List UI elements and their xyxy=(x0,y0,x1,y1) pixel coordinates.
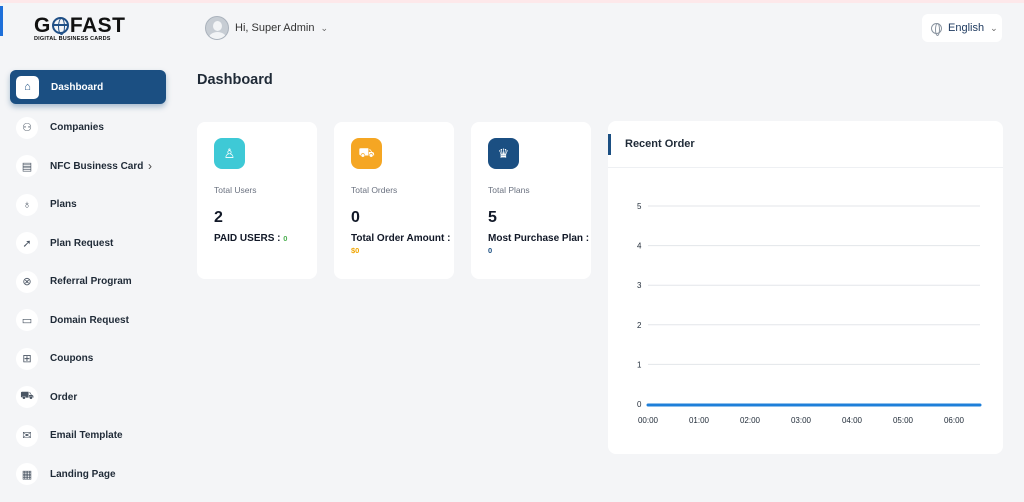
language-label: English xyxy=(948,22,985,34)
gift-icon: ⊞ xyxy=(16,347,38,370)
left-accent-bar xyxy=(0,6,3,36)
stat-sub-value: 0 xyxy=(488,246,493,255)
sidebar-item-email-template[interactable]: ✉ Email Template xyxy=(10,417,166,456)
total-orders-card: ⛟ Total Orders 0 Total Order Amount : $0 xyxy=(334,122,454,279)
sidebar-item-label: Domain Request xyxy=(50,314,129,326)
browser-icon: ▭ xyxy=(16,309,38,332)
chevron-down-icon: ⌄ xyxy=(320,22,329,33)
user-icon: ♙ xyxy=(214,138,245,169)
y-tick-label: 0 xyxy=(637,400,642,409)
chart-title: Recent Order xyxy=(625,138,695,150)
x-tick-label: 01:00 xyxy=(689,416,710,425)
sidebar-item-label: Referral Program xyxy=(50,276,132,288)
stat-label: Total Orders xyxy=(351,185,398,195)
users-icon: ⚇ xyxy=(16,116,38,139)
sidebar-item-label: Plans xyxy=(50,199,77,211)
logo-main: G FAST xyxy=(34,14,126,37)
stat-sub-value: $0 xyxy=(351,246,360,255)
data-point xyxy=(978,403,982,407)
avatar xyxy=(205,16,229,40)
sidebar-item-label: NFC Business Card xyxy=(50,160,144,172)
sidebar-item-label: Email Template xyxy=(50,430,123,442)
stat-sub-label: PAID USERS : xyxy=(214,233,281,244)
sidebar-item-coupons[interactable]: ⊞ Coupons xyxy=(10,340,166,379)
sidebar: ⌂ Dashboard ⚇ Companies ▤ NFC Business Card › ♁… xyxy=(10,70,166,494)
sidebar-item-plan-request[interactable]: ➚ Plan Request xyxy=(10,224,166,263)
x-tick-label: 02:00 xyxy=(740,416,761,425)
data-point xyxy=(901,403,905,407)
send-icon: ➚ xyxy=(16,232,38,255)
chevron-right-icon[interactable]: › xyxy=(148,159,152,174)
total-plans-card: ♛ Total Plans 5 Most Purchase Plan : 0 xyxy=(471,122,591,279)
recent-order-card: Recent Order 0 1 2 3 4 5 00:00 01:00 02:00 03:00 0… xyxy=(608,121,1003,454)
mail-icon: ✉ xyxy=(16,424,38,447)
nfc-icon: ▤ xyxy=(16,155,38,178)
sidebar-item-plans[interactable]: ♁ Plans xyxy=(10,186,166,225)
x-tick-label: 04:00 xyxy=(842,416,863,425)
page-title: Dashboard xyxy=(197,72,273,88)
top-accent-bar xyxy=(0,0,1024,3)
stat-sub-label: Most Purchase Plan : xyxy=(488,233,590,244)
sidebar-item-domain-request[interactable]: ▭ Domain Request xyxy=(10,301,166,340)
data-point xyxy=(850,403,854,407)
stat-label: Total Plans xyxy=(488,185,530,195)
y-tick-label: 2 xyxy=(637,321,642,330)
badge-icon: ♁ xyxy=(16,193,38,216)
globe-icon xyxy=(51,17,69,35)
x-tick-label: 06:00 xyxy=(944,416,965,425)
sidebar-item-dashboard[interactable]: ⌂ Dashboard xyxy=(10,70,166,104)
home-icon: ⌂ xyxy=(16,75,39,99)
stat-sub-label: Total Order Amount : xyxy=(351,233,451,244)
y-tick-label: 1 xyxy=(637,360,642,369)
user-greeting: Hi, Super Admin xyxy=(235,22,315,34)
cart-icon: ⛟ xyxy=(351,138,382,169)
sidebar-item-label: Dashboard xyxy=(51,81,104,93)
chevron-down-icon: ⌄ xyxy=(990,22,998,33)
trophy-icon: ♛ xyxy=(488,138,519,169)
sidebar-item-label: Landing Page xyxy=(50,468,116,480)
total-users-card: ♙ Total Users 2 PAID USERS : 0 xyxy=(197,122,317,279)
stat-value: 5 xyxy=(488,209,497,226)
sidebar-item-label: Companies xyxy=(50,122,104,134)
data-point xyxy=(799,403,803,407)
data-point xyxy=(646,403,650,407)
logo[interactable]: G FAST DIGITAL BUSINESS CARDS xyxy=(34,14,144,44)
recent-order-chart: 0 1 2 3 4 5 00:00 01:00 02:00 03:00 04:00 05:00 06:0… xyxy=(637,202,982,425)
sidebar-item-label: Coupons xyxy=(50,353,94,365)
cart-icon: ⛟ xyxy=(16,386,38,409)
sidebar-item-label: Order xyxy=(50,391,78,403)
sidebar-item-companies[interactable]: ⚇ Companies xyxy=(10,109,166,148)
y-tick-label: 3 xyxy=(637,281,642,290)
x-tick-label: 00:00 xyxy=(638,416,659,425)
stat-label: Total Users xyxy=(214,185,257,195)
page-icon: ▦ xyxy=(16,463,38,486)
sidebar-item-nfc-business-card[interactable]: ▤ NFC Business Card › xyxy=(10,147,166,186)
data-point xyxy=(697,403,701,407)
logo-subtitle: DIGITAL BUSINESS CARDS xyxy=(34,36,111,42)
sidebar-item-referral-program[interactable]: ⊗ Referral Program xyxy=(10,263,166,302)
stat-value: 2 xyxy=(214,209,223,226)
language-selector[interactable]: English ⌄ xyxy=(922,14,1002,42)
globe-icon xyxy=(931,22,942,36)
y-tick-label: 5 xyxy=(637,202,642,211)
sidebar-item-label: Plan Request xyxy=(50,237,114,249)
referral-icon: ⊗ xyxy=(16,270,38,293)
x-tick-label: 05:00 xyxy=(893,416,914,425)
stat-sub: Total Order Amount : $0 xyxy=(351,233,454,257)
x-tick-label: 03:00 xyxy=(791,416,812,425)
sidebar-item-order[interactable]: ⛟ Order xyxy=(10,378,166,417)
stat-sub-value: 0 xyxy=(283,234,288,243)
stat-sub: Most Purchase Plan : 0 xyxy=(488,233,591,257)
data-point xyxy=(748,403,752,407)
y-tick-label: 4 xyxy=(637,242,642,251)
user-menu[interactable]: Hi, Super Admin ⌄ xyxy=(205,16,328,40)
stat-sub: PAID USERS : 0 xyxy=(214,233,317,245)
sidebar-item-landing-page[interactable]: ▦ Landing Page xyxy=(10,455,166,494)
stat-value: 0 xyxy=(351,209,360,226)
chart-header: Recent Order xyxy=(608,121,1003,168)
